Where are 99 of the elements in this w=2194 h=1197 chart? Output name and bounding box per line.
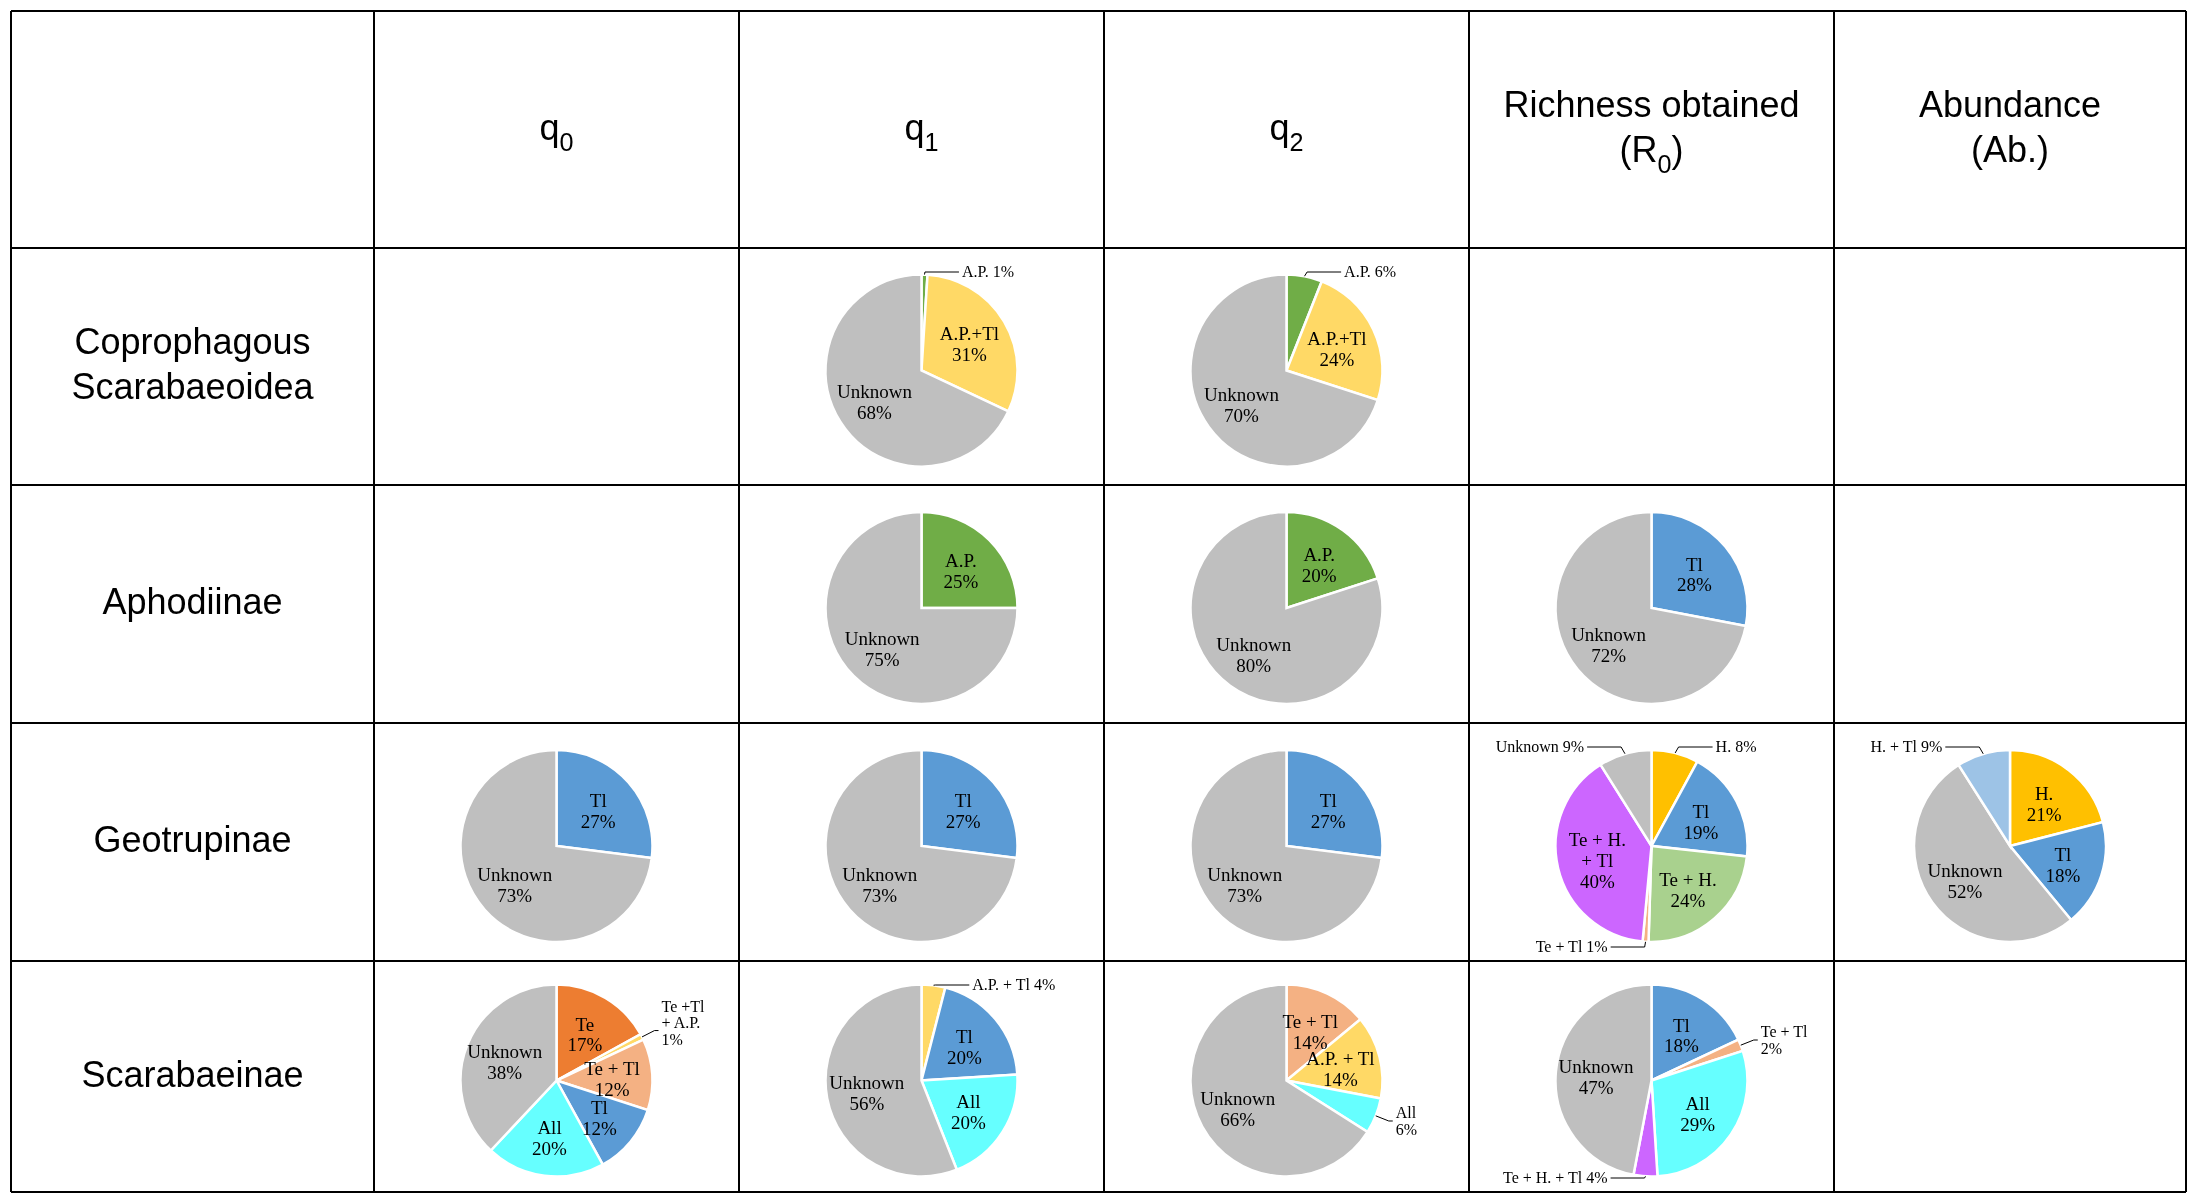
- data-label: 56%: [849, 1092, 885, 1114]
- slice-label: Te + Tl: [1282, 1011, 1338, 1033]
- slice-label: Tl: [1692, 801, 1710, 823]
- data-label: 4%: [1586, 1169, 1608, 1186]
- data-label: 72%: [1591, 645, 1627, 667]
- slice-label: A.P.: [1344, 263, 1371, 280]
- slice-label: Unknown: [1207, 863, 1283, 885]
- data-label: 6%: [1395, 1120, 1418, 1138]
- slice-label: Te +Tl + A.P.: [661, 997, 706, 1032]
- slice-label: Unknown: [829, 1071, 905, 1093]
- slice-label: H. + Tl: [1870, 738, 1917, 755]
- data-label: 4%: [1033, 976, 1056, 993]
- category-label: Scarabaeinae: [81, 1053, 304, 1095]
- slice-label: Te + Tl: [1535, 938, 1583, 955]
- slice-label: Unknown: [844, 628, 921, 650]
- data-label: 68%: [857, 402, 893, 424]
- slice-label: Unknown: [1927, 859, 2003, 881]
- data-label: 8%: [1735, 738, 1757, 755]
- data-label: 6%: [1374, 263, 1397, 280]
- data-label: 20%: [1301, 564, 1337, 586]
- slice-label: A.P.+Tl: [1307, 327, 1367, 349]
- slice-label: Unknown: [1203, 384, 1280, 406]
- slice-label: All: [1685, 1092, 1710, 1114]
- category-label: Richness obtained (R$_{0}$): [1503, 83, 1800, 178]
- data-label: 20%: [532, 1137, 568, 1159]
- data-label: 31%: [952, 344, 988, 366]
- data-label: 14%: [1323, 1068, 1359, 1090]
- data-label: 47%: [1578, 1077, 1614, 1099]
- data-label: 52%: [1947, 880, 1983, 902]
- category-label: Geotrupinae: [93, 818, 292, 860]
- data-label: 18%: [1663, 1035, 1699, 1057]
- data-label: 24%: [1670, 889, 1706, 911]
- slice-label: A.P.: [1303, 543, 1336, 565]
- slice-label: Unknown: [1558, 1056, 1635, 1078]
- data-label: 2%: [1760, 1039, 1783, 1057]
- data-label: 29%: [1680, 1113, 1716, 1135]
- slice-label: Unknown: [842, 863, 918, 885]
- data-label: 73%: [1227, 884, 1263, 906]
- data-label: 17%: [567, 1034, 603, 1056]
- data-label: 21%: [2026, 803, 2062, 825]
- category-label: q$_{2}$: [1269, 106, 1304, 156]
- data-label: 66%: [1220, 1109, 1256, 1131]
- slice-label: Unknown: [837, 381, 913, 403]
- slice-label: A.P.: [961, 263, 989, 280]
- data-label: 20%: [951, 1112, 987, 1134]
- data-label: 20%: [946, 1046, 982, 1068]
- slice-label: Unknown: [1495, 738, 1559, 755]
- category-label: q$_{1}$: [904, 106, 939, 156]
- data-label: 28%: [1676, 574, 1712, 596]
- slice-label: A.P. + Tl: [972, 976, 1030, 993]
- data-label: 9%: [1920, 738, 1943, 755]
- data-label: 27%: [945, 811, 981, 833]
- data-label: 1%: [992, 263, 1014, 280]
- category-label: q$_{0}$: [539, 106, 574, 156]
- data-label: 80%: [1236, 654, 1272, 676]
- slice-label: All: [537, 1116, 562, 1138]
- data-label: 27%: [580, 811, 616, 833]
- slice-label: Unknown: [1200, 1088, 1276, 1110]
- slice-label: Te: [575, 1013, 595, 1035]
- slice-label: H.: [1715, 738, 1732, 755]
- slice-label: Unknown: [1216, 634, 1292, 656]
- slice-label: A.P.+Tl: [939, 323, 1000, 345]
- data-label: 19%: [1683, 822, 1719, 844]
- data-label: 27%: [1310, 811, 1346, 833]
- slice-label: Te + H.: [1659, 869, 1717, 891]
- data-label: 75%: [864, 649, 900, 671]
- data-label: 73%: [497, 884, 533, 906]
- category-label: Abundance (Ab.): [1918, 83, 2102, 170]
- slice-label: Te + Tl: [1760, 1023, 1809, 1041]
- data-label: 73%: [862, 884, 898, 906]
- slice-label: All: [1395, 1103, 1417, 1121]
- slice-label: H.: [2034, 783, 2054, 804]
- data-label: 24%: [1319, 348, 1355, 370]
- slice-label: Tl: [589, 790, 607, 812]
- data-label: 1%: [661, 1031, 683, 1049]
- data-label: 18%: [2045, 865, 2081, 887]
- data-label: 9%: [1562, 738, 1585, 755]
- slice-label: Tl: [1672, 1014, 1690, 1036]
- slice-label: Unknown: [1571, 624, 1647, 646]
- slice-label: Te + H. + Tl: [1502, 1169, 1583, 1186]
- slice-label: Tl: [955, 1026, 973, 1048]
- data-label: 12%: [581, 1117, 617, 1139]
- category-label: Aphodiinae: [102, 580, 283, 622]
- slice-label: Tl: [2054, 844, 2072, 866]
- data-label: 1%: [1586, 938, 1608, 955]
- slice-label: Unknown: [477, 863, 553, 885]
- slice-label: Te + H. + Tl: [1568, 829, 1627, 872]
- slice-label: Te + Tl: [584, 1058, 640, 1079]
- data-label: 25%: [943, 570, 979, 592]
- data-label: 40%: [1579, 871, 1615, 893]
- slice-label: Tl: [1685, 553, 1703, 575]
- slice-label: Tl: [954, 790, 972, 812]
- slice-label: All: [956, 1091, 981, 1113]
- data-label: 70%: [1224, 405, 1260, 427]
- slice-label: A.P.: [945, 549, 977, 571]
- slice-label: Unknown: [467, 1041, 543, 1062]
- category-label: Coprophagous Scarabaeoidea: [71, 320, 314, 407]
- slice-label: Tl: [1319, 790, 1337, 812]
- data-label: 38%: [487, 1061, 523, 1083]
